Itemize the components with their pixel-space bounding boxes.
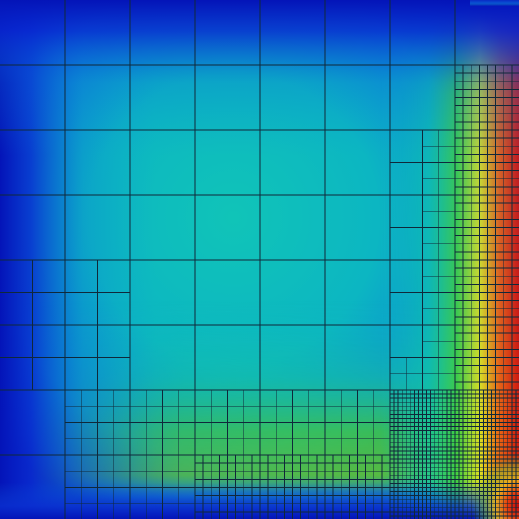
adaptive-mesh-grid	[0, 0, 519, 519]
color-field	[0, 0, 519, 519]
scalar-field-plot	[0, 0, 519, 519]
mesh-visualization	[0, 0, 519, 519]
